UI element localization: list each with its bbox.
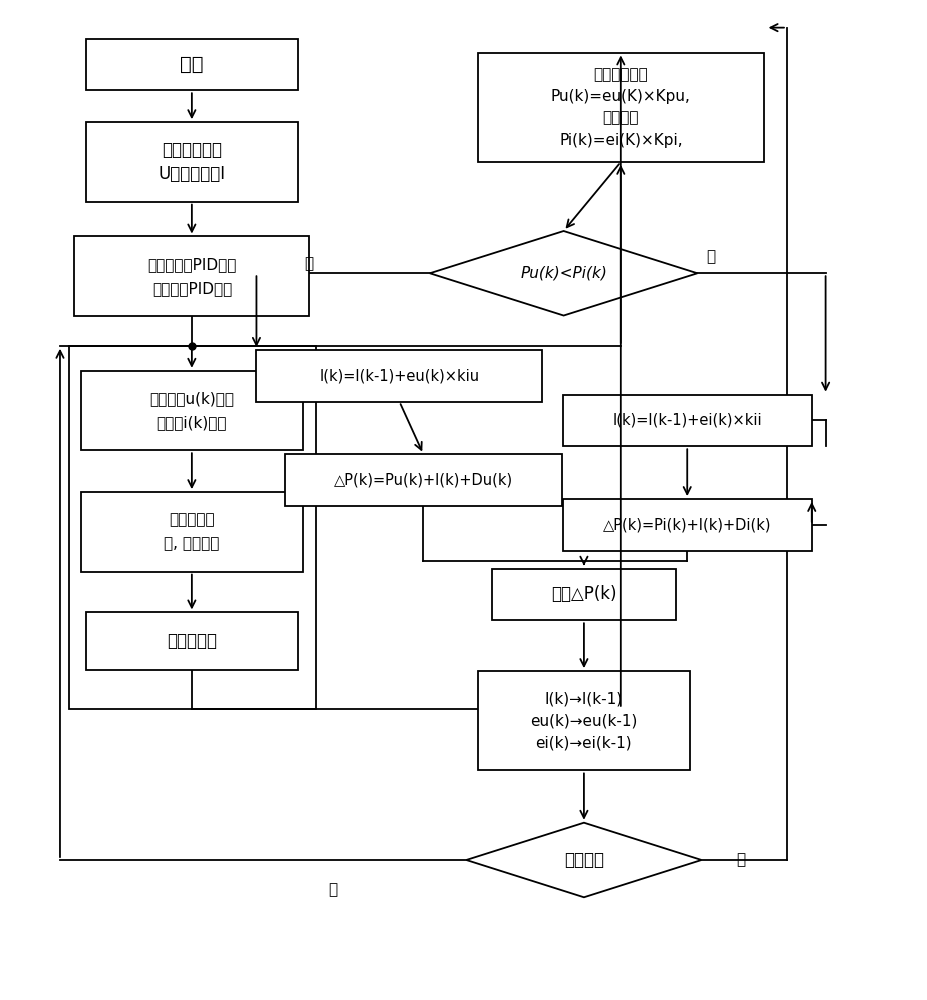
Text: I(k)→I(k-1): I(k)→I(k-1) (544, 691, 622, 706)
Text: 输出△P(k): 输出△P(k) (551, 585, 616, 603)
Text: 电流比例: 电流比例 (602, 111, 639, 126)
Polygon shape (429, 231, 696, 316)
Text: △P(k)=Pi(k)+I(k)+Di(k): △P(k)=Pi(k)+I(k)+Di(k) (603, 517, 770, 532)
Text: eu(k)→eu(k-1): eu(k)→eu(k-1) (529, 713, 637, 728)
FancyBboxPatch shape (81, 371, 302, 450)
FancyBboxPatch shape (285, 454, 561, 506)
Text: 开始: 开始 (180, 55, 203, 74)
Text: U和目标电流I: U和目标电流I (159, 165, 225, 183)
Text: Pi(k)=ei(K)×Kpi,: Pi(k)=ei(K)×Kpi, (558, 133, 682, 148)
Text: 出电流i(k)采样: 出电流i(k)采样 (157, 415, 227, 430)
Polygon shape (465, 823, 701, 897)
Text: 及电流环PID参数: 及电流环PID参数 (152, 281, 232, 296)
Text: Pu(k)=eu(K)×Kpu,: Pu(k)=eu(K)×Kpu, (551, 89, 690, 104)
Text: 否: 否 (705, 249, 715, 264)
FancyBboxPatch shape (85, 122, 298, 202)
Text: △P(k)=Pu(k)+I(k)+Du(k): △P(k)=Pu(k)+I(k)+Du(k) (334, 473, 513, 488)
FancyBboxPatch shape (85, 39, 298, 90)
Text: 计算微分项: 计算微分项 (167, 632, 217, 650)
Text: 计算电压比例: 计算电压比例 (592, 67, 647, 82)
Text: I(k)=I(k-1)+ei(k)×kii: I(k)=I(k-1)+ei(k)×kii (612, 413, 761, 428)
FancyBboxPatch shape (491, 569, 676, 620)
Text: 设定目标电压: 设定目标电压 (161, 141, 222, 159)
Text: 是: 是 (304, 256, 313, 271)
FancyBboxPatch shape (74, 236, 310, 316)
Text: Pu(k)<Pi(k): Pu(k)<Pi(k) (520, 266, 606, 281)
Text: ei(k)→ei(k-1): ei(k)→ei(k-1) (535, 735, 631, 750)
Text: I(k)=I(k-1)+eu(k)×kiu: I(k)=I(k-1)+eu(k)×kiu (319, 368, 479, 383)
Text: 是: 是 (328, 882, 337, 897)
Text: 否: 否 (735, 852, 744, 867)
Text: 差, 电流误差: 差, 电流误差 (164, 536, 220, 551)
FancyBboxPatch shape (70, 346, 316, 709)
FancyBboxPatch shape (256, 350, 541, 402)
FancyBboxPatch shape (81, 492, 302, 572)
Text: 采样时刻: 采样时刻 (564, 851, 603, 869)
FancyBboxPatch shape (562, 499, 811, 551)
Text: 输出电压u(k)和输: 输出电压u(k)和输 (149, 391, 235, 406)
FancyBboxPatch shape (477, 52, 763, 162)
FancyBboxPatch shape (477, 671, 690, 770)
FancyBboxPatch shape (562, 395, 811, 446)
Text: 计算电压误: 计算电压误 (169, 512, 214, 527)
FancyBboxPatch shape (85, 612, 298, 670)
Text: 计算电压环PID参数: 计算电压环PID参数 (147, 257, 236, 272)
